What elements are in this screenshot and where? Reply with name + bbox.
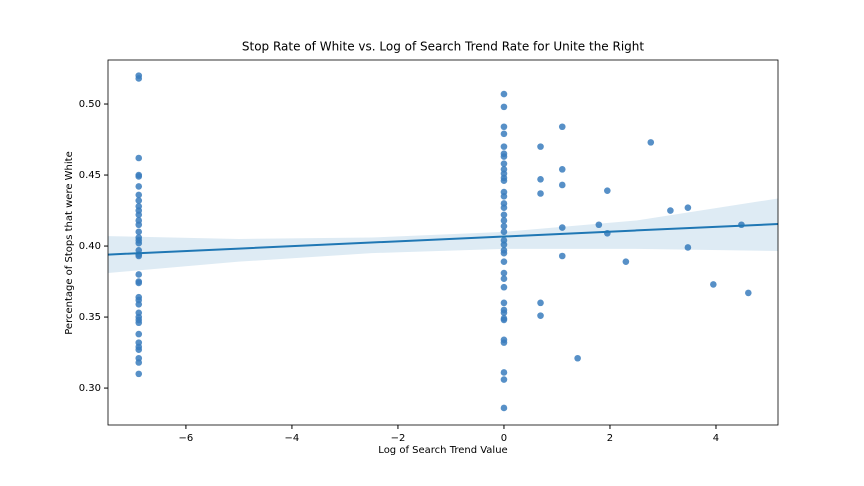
point [135, 197, 143, 204]
y-tick-label: 0.50 [79, 99, 101, 110]
point [500, 123, 508, 131]
point [684, 244, 692, 251]
point [500, 258, 508, 265]
point [500, 193, 508, 200]
x-tick-label: −4 [285, 433, 300, 444]
point [537, 312, 544, 319]
point [500, 283, 508, 291]
point [647, 139, 655, 146]
point [604, 187, 611, 194]
plot-frame [107, 59, 779, 426]
point [684, 204, 692, 212]
y-tick-label: 0.40 [79, 241, 101, 252]
point [135, 173, 143, 180]
point [537, 175, 544, 183]
point [667, 207, 674, 214]
y-tick-label: 0.30 [79, 383, 101, 394]
regression-line [107, 223, 779, 256]
point [595, 221, 603, 229]
point [500, 299, 508, 307]
point [135, 154, 143, 162]
point [745, 289, 752, 297]
point [500, 160, 508, 167]
point [622, 258, 630, 265]
point [500, 90, 508, 98]
point [135, 330, 143, 338]
point [500, 222, 508, 230]
point [500, 204, 508, 212]
point [135, 252, 143, 260]
point [558, 181, 566, 189]
point [135, 211, 143, 219]
point [710, 281, 717, 288]
chart-title: Stop Rate of White vs. Log of Search Tre… [242, 40, 644, 54]
point [558, 224, 566, 231]
y-axis-label: Percentage of Stops that were White [64, 151, 75, 335]
point [500, 269, 508, 277]
point [537, 143, 544, 150]
point [500, 376, 508, 383]
point [135, 191, 143, 199]
confidence-band [108, 198, 778, 274]
y-tick-label: 0.45 [79, 170, 101, 181]
point [500, 177, 508, 185]
point [135, 271, 143, 278]
point [135, 346, 143, 354]
point [537, 299, 544, 307]
point [500, 143, 508, 150]
point [537, 190, 544, 197]
point [558, 252, 566, 260]
x-tick-label: 0 [501, 433, 507, 444]
y-tick-label: 0.35 [79, 312, 101, 323]
point [135, 75, 143, 82]
point [135, 221, 143, 229]
point [500, 228, 508, 236]
point [500, 249, 508, 257]
point [135, 359, 143, 366]
point [135, 370, 143, 378]
point [500, 103, 508, 111]
point [500, 153, 508, 160]
x-tick-label: 4 [713, 433, 719, 444]
point [135, 300, 143, 308]
point [135, 279, 143, 287]
x-tick-label: −6 [179, 433, 194, 444]
point [135, 183, 143, 190]
point [500, 130, 508, 138]
point [500, 404, 508, 412]
point [500, 369, 508, 376]
point [558, 166, 566, 173]
point [500, 339, 508, 346]
x-tick-label: 2 [607, 433, 613, 444]
point [500, 211, 508, 219]
point [500, 316, 508, 324]
point [558, 123, 566, 131]
point [500, 217, 508, 224]
point [574, 354, 581, 362]
point [135, 239, 143, 247]
point [135, 228, 143, 236]
point [500, 241, 508, 248]
point [500, 309, 508, 317]
x-tick-label: −2 [391, 433, 406, 444]
point [500, 275, 508, 283]
x-axis-label: Log of Search Trend Value [378, 445, 507, 456]
point [135, 319, 143, 327]
